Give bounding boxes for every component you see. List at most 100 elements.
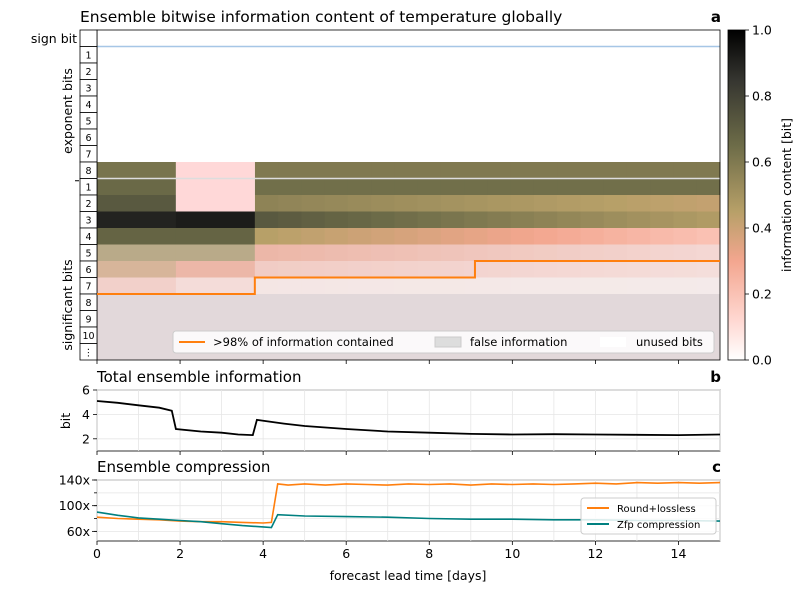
heatmap-cell <box>417 211 442 228</box>
heatmap-cell <box>533 195 558 212</box>
heatmap-cell <box>324 178 349 195</box>
heatmap-cell <box>557 228 581 245</box>
heatmap-cell <box>440 162 465 179</box>
heatmap-cell <box>97 228 177 245</box>
heatmap-cell <box>696 178 721 195</box>
heatmap-cell <box>650 178 674 195</box>
heatmap-cell <box>626 244 651 261</box>
mantissa-bit-label: 7 <box>85 282 91 293</box>
heatmap-cell <box>464 195 488 212</box>
heatmap-cell <box>175 228 256 245</box>
total-information-line <box>96 400 721 437</box>
heatmap-cell <box>557 162 581 179</box>
heatmap-cell <box>278 261 302 278</box>
heatmap-cell <box>650 261 674 278</box>
heatmap-cell <box>533 162 558 179</box>
heatmap-cell <box>696 162 721 179</box>
heatmap-cell <box>394 277 419 294</box>
heatmap-cell <box>626 228 651 245</box>
heatmap-cell <box>603 277 628 294</box>
heatmap-cell <box>533 261 558 278</box>
heatmap-cell <box>254 195 279 212</box>
false-information-overlay <box>97 244 720 294</box>
total-information-title: Total ensemble information <box>96 368 301 386</box>
heatmap-cell <box>673 162 698 179</box>
heatmap-cell <box>603 244 628 261</box>
mantissa-bit-label: 3 <box>85 216 91 227</box>
compression-legend: Round+lossless Zfp compression <box>580 497 717 535</box>
heatmap-cell <box>347 277 372 294</box>
mantissa-bit-label: 4 <box>85 232 91 243</box>
colorbar-tick-label: 0.8 <box>752 89 772 104</box>
ytick-label: 60x <box>67 524 90 539</box>
heatmap-cell <box>580 244 605 261</box>
heatmap-cell <box>487 244 512 261</box>
total-information-yticks: 2 4 6 <box>82 383 97 446</box>
heatmap-cell <box>673 211 698 228</box>
heatmap-cell <box>394 195 419 212</box>
heatmap-cell <box>347 178 372 195</box>
heatmap-cell <box>278 195 302 212</box>
heatmap-cell <box>673 261 698 278</box>
heatmap-cell <box>557 195 581 212</box>
xtick-label: 4 <box>259 546 267 561</box>
exponent-bit-label: 6 <box>85 133 91 144</box>
heatmap-cell <box>371 277 395 294</box>
colorbar-gradient <box>727 29 746 361</box>
heatmap-cell <box>278 211 302 228</box>
exponent-bit-label: 8 <box>85 166 91 177</box>
heatmap-cell <box>650 211 674 228</box>
mantissa-bit-label: 2 <box>85 199 91 210</box>
heatmap-cell <box>371 195 395 212</box>
exponent-bit-label: 1 <box>85 51 91 62</box>
legend-swatch-false-information <box>434 336 462 348</box>
xtick-label: 6 <box>342 546 350 561</box>
heatmap-cell <box>673 195 698 212</box>
heatmap-cell <box>278 178 302 195</box>
heatmap-cell <box>696 261 721 278</box>
heatmap-cell <box>371 178 395 195</box>
mantissa-bit-label: ⋮ <box>84 348 94 359</box>
heatmap-cell <box>371 261 395 278</box>
heatmap-cell <box>487 261 512 278</box>
heatmap-cell <box>580 261 605 278</box>
compression-title: Ensemble compression <box>97 458 270 476</box>
heatmap-cell <box>650 162 674 179</box>
mantissa-bit-label: 5 <box>85 249 91 260</box>
colorbar: 0.0 0.2 0.4 0.6 0.8 1.0 information content [… <box>727 23 794 368</box>
significant-bits-label: significant bits <box>60 259 75 350</box>
ytick-label: 4 <box>82 407 90 422</box>
heatmap-cell <box>603 162 628 179</box>
heatmap-cell <box>324 162 349 179</box>
heatmap-cell <box>487 178 512 195</box>
heatmap-cell <box>394 244 419 261</box>
compression-yticks: 60x 100x 140x <box>59 473 97 539</box>
heatmap-cell <box>440 195 465 212</box>
heatmap-cell <box>97 178 177 195</box>
heatmap-cell <box>394 162 419 179</box>
heatmap-cell <box>696 228 721 245</box>
ytick-label: 100x <box>59 498 90 513</box>
mantissa-bit-label: 6 <box>85 265 91 276</box>
legend-false-information-label: false information <box>470 335 567 349</box>
heatmap-cell <box>533 277 558 294</box>
heatmap-cell <box>510 195 535 212</box>
heatmap-cell <box>97 277 177 294</box>
heatmap-cell <box>510 211 535 228</box>
exponent-bit-label: 5 <box>85 117 91 128</box>
heatmap-cell <box>97 195 177 212</box>
xtick-label: 8 <box>425 546 433 561</box>
information-98pct-line <box>97 260 720 295</box>
heatmap-cell <box>603 195 628 212</box>
heatmap-cell <box>626 178 651 195</box>
colorbar-label: information content [bit] <box>779 118 794 272</box>
exponent-bit-label: 3 <box>85 84 91 95</box>
heatmap-cell <box>533 244 558 261</box>
heatmap-cell <box>417 277 442 294</box>
heatmap-cell <box>626 162 651 179</box>
total-information-grid <box>96 389 721 455</box>
ytick-label: 2 <box>82 431 90 446</box>
mantissa-bit-label: 8 <box>85 298 91 309</box>
heatmap-cell <box>97 162 177 179</box>
